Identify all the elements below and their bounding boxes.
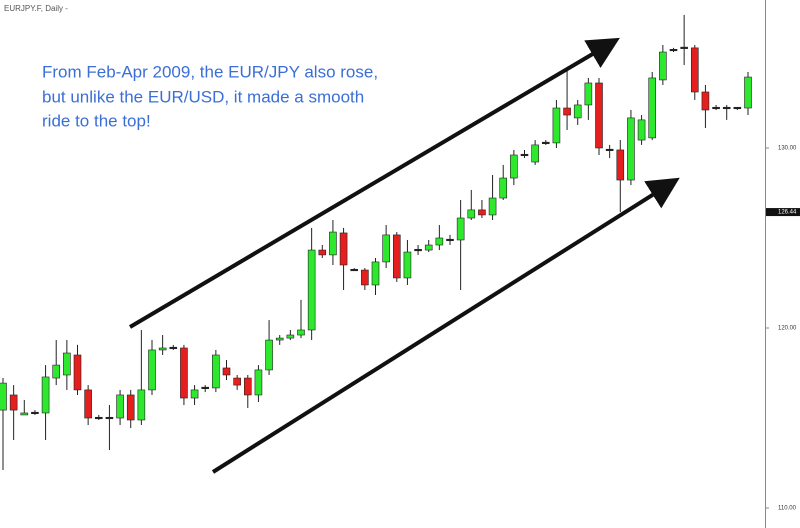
candle-body xyxy=(648,77,657,139)
candle-body xyxy=(605,148,614,152)
candle-body xyxy=(744,76,752,109)
candle-body xyxy=(371,261,380,286)
candle-body xyxy=(552,107,561,144)
candle-body xyxy=(243,377,252,396)
candle-body xyxy=(488,197,497,216)
candle-body xyxy=(329,231,337,256)
candle-body xyxy=(137,389,146,421)
candle-body xyxy=(94,416,103,420)
candle-body xyxy=(275,337,284,341)
candle-body xyxy=(712,106,720,110)
arrow xyxy=(211,177,680,474)
candle-body xyxy=(307,249,316,331)
y-tick-label: 110.00 xyxy=(778,506,797,512)
candle-body xyxy=(382,234,390,263)
candle-body xyxy=(20,412,29,416)
candle-body xyxy=(520,153,529,157)
candle-body xyxy=(254,369,263,396)
candle-body xyxy=(361,269,369,286)
candle-body xyxy=(148,349,156,391)
candle-body xyxy=(499,177,508,199)
candle-body xyxy=(573,104,582,119)
candle-body xyxy=(637,119,646,141)
candle-body xyxy=(212,354,220,389)
candle-body xyxy=(0,382,7,411)
annotation: ride to the top! xyxy=(42,111,151,130)
candle-body xyxy=(31,411,39,415)
candle-body xyxy=(84,389,92,419)
candle-body xyxy=(158,347,167,351)
candle-body xyxy=(73,354,82,391)
candle-body xyxy=(722,106,731,110)
annotation: but unlike the EUR/USD, it made a smooth xyxy=(42,87,364,106)
candle-body xyxy=(531,144,539,163)
last-price-label: 126.44 xyxy=(778,210,797,216)
candle-body xyxy=(9,394,18,411)
candle-body xyxy=(392,234,401,279)
candle-body xyxy=(52,364,61,379)
candle-body xyxy=(116,394,124,419)
y-tick-label: 130.00 xyxy=(778,146,797,152)
candle-body xyxy=(169,346,178,350)
candle-body xyxy=(541,141,550,144)
candle-body xyxy=(669,48,678,52)
last-price-box xyxy=(766,208,800,217)
candle-body xyxy=(616,149,625,181)
chart-title: EURJPY.F, Daily - xyxy=(4,4,68,13)
annotation: From Feb-Apr 2009, the EUR/JPY also rose… xyxy=(42,62,378,81)
candle-body xyxy=(467,209,476,219)
candle-body xyxy=(339,232,348,266)
candle-body xyxy=(733,106,742,110)
candle-body xyxy=(424,244,433,251)
candle-body xyxy=(201,386,210,389)
candle-body xyxy=(446,238,454,242)
candle-body xyxy=(265,339,273,371)
candle-body xyxy=(659,51,667,81)
candle-body xyxy=(63,352,71,376)
candle-body xyxy=(680,46,688,49)
candle-body xyxy=(563,107,571,116)
candle-body xyxy=(233,377,241,386)
candle-body xyxy=(403,251,412,279)
candle-body xyxy=(690,47,699,93)
candle-body xyxy=(435,237,444,246)
candle-body xyxy=(627,117,635,181)
y-tick-label: 120.00 xyxy=(778,326,797,332)
candle-body xyxy=(180,347,188,399)
candle-body xyxy=(222,367,231,376)
candle-body xyxy=(478,209,486,216)
candle-body xyxy=(510,154,518,179)
candle-body xyxy=(190,389,199,399)
candle-body xyxy=(286,334,295,339)
candle-body xyxy=(414,248,422,252)
candle-body xyxy=(105,416,114,420)
candle-body xyxy=(584,82,593,106)
candle-body xyxy=(318,249,327,256)
candle-body xyxy=(456,217,465,241)
candle-body xyxy=(701,91,710,111)
candle-body xyxy=(595,82,603,149)
plot-area xyxy=(0,14,752,471)
candle-body xyxy=(297,329,305,336)
candle-body xyxy=(41,376,50,414)
candle-body xyxy=(126,394,135,421)
arrow xyxy=(128,37,620,329)
candle-body xyxy=(350,268,359,272)
